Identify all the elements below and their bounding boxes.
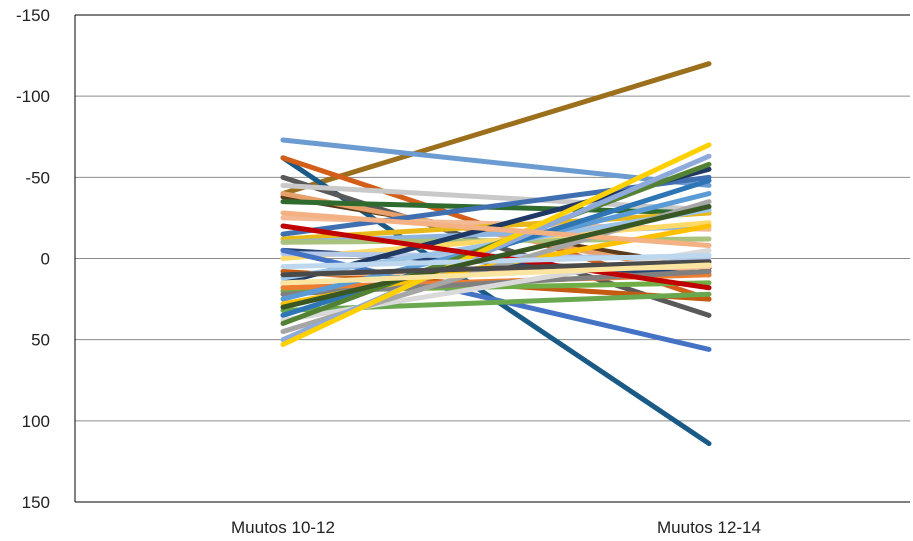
- y-tick-label: -50: [25, 168, 50, 187]
- plot-frame: [74, 14, 910, 503]
- y-axis-tick-labels: -150 -100 -50 0 50 100 150: [16, 6, 50, 512]
- series-lines: [280, 61, 712, 447]
- y-tick-label: 50: [31, 331, 50, 350]
- series-line-36: [280, 252, 712, 270]
- series-line-1: [280, 61, 712, 197]
- y-tick-label: 100: [22, 412, 50, 431]
- series-line-38: [280, 204, 712, 310]
- series-line-34: [280, 142, 712, 348]
- series-line-40: [280, 262, 712, 286]
- y-tick-label: 150: [22, 493, 50, 512]
- x-category-label: Muutos 10-12: [231, 518, 335, 537]
- x-category-label: Muutos 12-14: [657, 518, 761, 537]
- x-axis-category-labels: Muutos 10-12 Muutos 12-14: [231, 518, 761, 537]
- series-line-39: [280, 259, 712, 278]
- series-line-6: [280, 182, 712, 213]
- y-tick-label: -100: [16, 87, 50, 106]
- y-tick-label: -150: [16, 6, 50, 25]
- y-tick-label: 0: [41, 250, 50, 269]
- series-line-37: [280, 210, 712, 249]
